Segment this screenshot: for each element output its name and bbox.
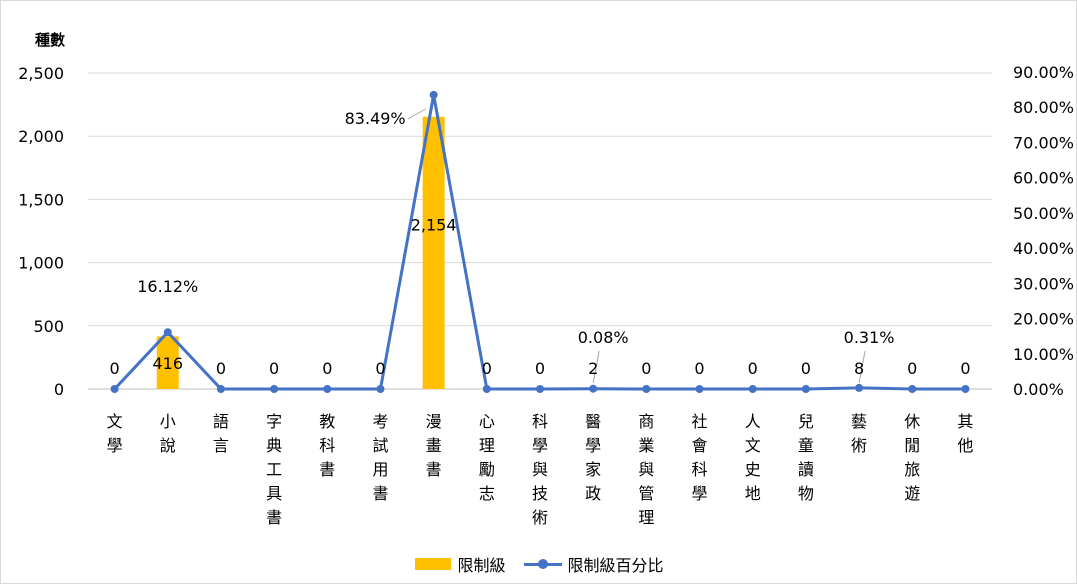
x-tick-label: 小說 xyxy=(160,412,176,455)
y-right-tick-label: 60.00% xyxy=(1013,169,1074,188)
y-left-tick-label: 0 xyxy=(54,380,64,399)
bar-value-label: 0 xyxy=(907,359,917,378)
legend-label-bar: 限制級 xyxy=(457,552,505,576)
y-right-tick-label: 30.00% xyxy=(1013,274,1074,293)
bar-value-label: 2 xyxy=(588,359,598,378)
x-tick-label: 字典工具書 xyxy=(266,412,282,527)
line-point xyxy=(111,385,119,393)
y-right-tick-label: 20.00% xyxy=(1013,310,1074,329)
y-left-tick-label: 1,500 xyxy=(18,190,64,209)
line-series xyxy=(115,95,966,389)
line-point xyxy=(217,385,225,393)
line-marker-swatch-icon xyxy=(524,558,562,570)
line-point xyxy=(589,385,597,393)
y-axis-title: 種數 xyxy=(35,31,65,49)
y-right-tick-label: 0.00% xyxy=(1013,380,1064,399)
x-tick-label: 醫學家政 xyxy=(585,412,601,503)
legend: 限制級 限制級百分比 xyxy=(1,549,1077,579)
line-point xyxy=(696,385,704,393)
bar-value-label: 0 xyxy=(801,359,811,378)
x-tick-label: 語言 xyxy=(213,412,229,455)
line-point xyxy=(536,385,544,393)
line-point xyxy=(802,385,810,393)
line-value-label: 83.49% xyxy=(345,109,406,128)
y-left-tick-label: 1,000 xyxy=(18,254,64,273)
bar-value-label: 0 xyxy=(109,359,119,378)
y-right-tick-label: 50.00% xyxy=(1013,204,1074,223)
bar-value-label: 0 xyxy=(960,359,970,378)
line-point xyxy=(483,385,491,393)
legend-label-line: 限制級百分比 xyxy=(568,552,664,576)
x-tick-label: 社會科學 xyxy=(692,412,708,503)
line-point xyxy=(855,384,863,392)
y-right-tick-label: 40.00% xyxy=(1013,239,1074,258)
bar-value-label: 416 xyxy=(152,354,183,373)
line-point xyxy=(749,385,757,393)
line-point xyxy=(323,385,331,393)
y-left-tick-label: 500 xyxy=(33,317,64,336)
x-tick-label: 兒童讀物 xyxy=(798,412,814,503)
y-left-tick-label: 2,500 xyxy=(18,64,64,83)
bar-value-label: 0 xyxy=(322,359,332,378)
bar-value-label: 2,154 xyxy=(411,216,457,235)
line-point xyxy=(376,385,384,393)
line-value-label: 16.12% xyxy=(137,277,198,296)
y-right-tick-label: 70.00% xyxy=(1013,133,1074,152)
bar-value-label: 0 xyxy=(216,359,226,378)
line-value-label: 0.08% xyxy=(578,328,629,347)
bar-value-label: 0 xyxy=(694,359,704,378)
line-point xyxy=(642,385,650,393)
bar-value-label: 8 xyxy=(854,359,864,378)
x-tick-label: 心理勵志 xyxy=(479,412,495,503)
line-point xyxy=(164,328,172,336)
line-value-label: 0.31% xyxy=(844,328,895,347)
x-tick-label: 人文史地 xyxy=(745,412,761,503)
x-tick-label: 文學 xyxy=(107,412,123,455)
y-right-tick-label: 90.00% xyxy=(1013,63,1074,82)
line-point xyxy=(908,385,916,393)
line-point xyxy=(270,385,278,393)
y-right-tick-label: 10.00% xyxy=(1013,345,1074,364)
bar-value-label: 0 xyxy=(375,359,385,378)
line-point xyxy=(430,91,438,99)
bar-value-label: 0 xyxy=(641,359,651,378)
y-left-tick-label: 2,000 xyxy=(18,127,64,146)
bar xyxy=(423,117,445,389)
x-tick-label: 藝術 xyxy=(851,412,867,455)
bar-value-label: 0 xyxy=(535,359,545,378)
x-tick-label: 休閒旅遊 xyxy=(904,412,920,503)
legend-item-line: 限制級百分比 xyxy=(524,552,664,576)
bar-swatch-icon xyxy=(415,558,451,570)
x-tick-label: 其他 xyxy=(957,412,973,455)
x-tick-label: 商業與管理 xyxy=(638,412,654,527)
x-tick-label: 漫畫書 xyxy=(426,412,442,479)
bar-value-label: 0 xyxy=(269,359,279,378)
x-tick-label: 教科書 xyxy=(319,412,335,479)
line-point xyxy=(961,385,969,393)
bar-value-label: 0 xyxy=(482,359,492,378)
bar-value-label: 0 xyxy=(748,359,758,378)
x-tick-label: 科學與技術 xyxy=(532,412,548,527)
legend-item-bar: 限制級 xyxy=(415,552,505,576)
y-right-tick-label: 80.00% xyxy=(1013,98,1074,117)
x-tick-label: 考試用書 xyxy=(372,412,388,503)
